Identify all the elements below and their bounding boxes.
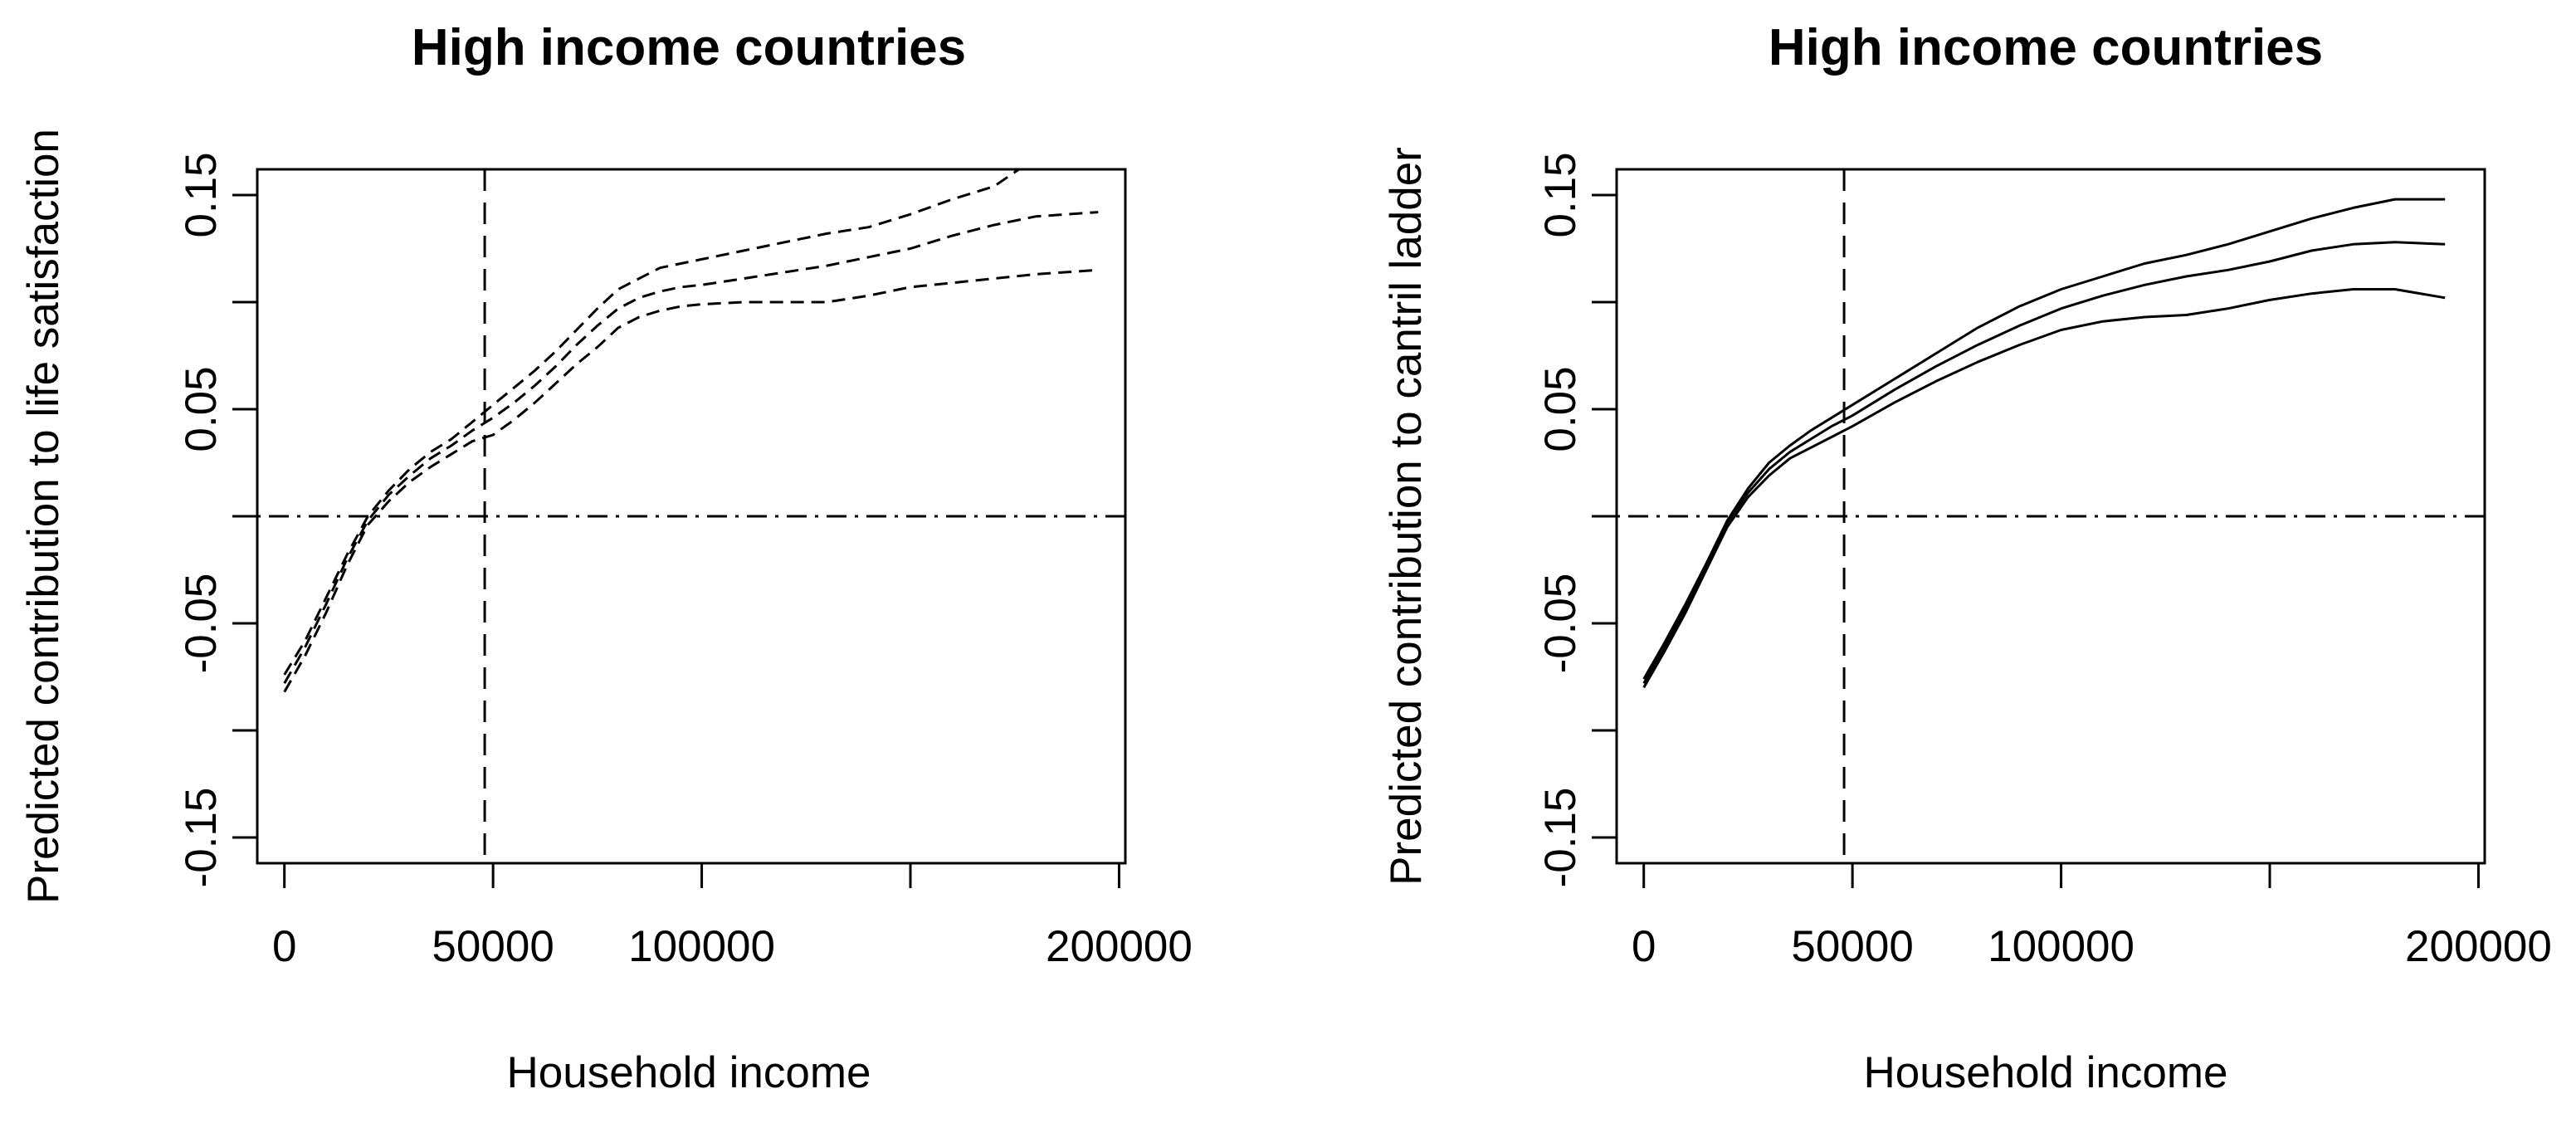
- chart-title: High income countries: [1769, 19, 2323, 76]
- y-axis: -0.15 -0.05 0.05 0.15: [1536, 152, 1617, 887]
- series-line-2: [283, 211, 1099, 685]
- chart-panel-life-satisfaction: High income countries Household income P…: [19, 19, 1193, 1097]
- x-tick-label: 100000: [1988, 922, 2134, 971]
- series-lines: [1642, 198, 2446, 689]
- series-line-3: [1642, 288, 2446, 689]
- y-axis: -0.15 -0.05 0.05 0.15: [177, 152, 257, 887]
- y-tick-label: 0.05: [1536, 366, 1585, 452]
- x-axis: 0 50000 100000 200000: [272, 863, 1193, 971]
- y-tick-label: 0.05: [177, 366, 226, 452]
- y-axis-label: Predicted contribution to cantril ladder: [1382, 147, 1431, 886]
- x-tick-label: 50000: [432, 922, 554, 971]
- series-line-1: [1642, 198, 2446, 680]
- y-tick-label: -0.15: [1536, 788, 1585, 888]
- x-axis: 0 50000 100000 200000: [1632, 863, 2552, 971]
- x-tick-label: 200000: [1046, 922, 1193, 971]
- x-axis-label: Household income: [507, 1048, 871, 1097]
- y-tick-label: -0.05: [1536, 574, 1585, 674]
- y-tick-label: 0.15: [177, 152, 226, 237]
- x-tick-label: 200000: [2405, 922, 2552, 971]
- series-lines: [283, 168, 1099, 693]
- y-tick-label: -0.05: [177, 574, 226, 674]
- series-line-2: [1642, 241, 2446, 685]
- x-tick-label: 100000: [628, 922, 775, 971]
- x-tick-label: 0: [1632, 922, 1656, 971]
- x-tick-label: 50000: [1791, 922, 1913, 971]
- y-tick-label: -0.15: [177, 788, 226, 888]
- chart-panel-cantril-ladder: High income countries Household income P…: [1382, 19, 2552, 1097]
- series-line-1: [283, 168, 1020, 676]
- chart-title: High income countries: [412, 19, 966, 76]
- series-line-3: [283, 268, 1099, 693]
- reference-lines: [257, 169, 1125, 863]
- reference-lines: [1617, 169, 2485, 863]
- x-tick-label: 0: [272, 922, 296, 971]
- y-axis-label: Predicted contribution to life satisfact…: [19, 129, 68, 904]
- x-axis-label: Household income: [1864, 1048, 2228, 1097]
- y-tick-label: 0.15: [1536, 152, 1585, 237]
